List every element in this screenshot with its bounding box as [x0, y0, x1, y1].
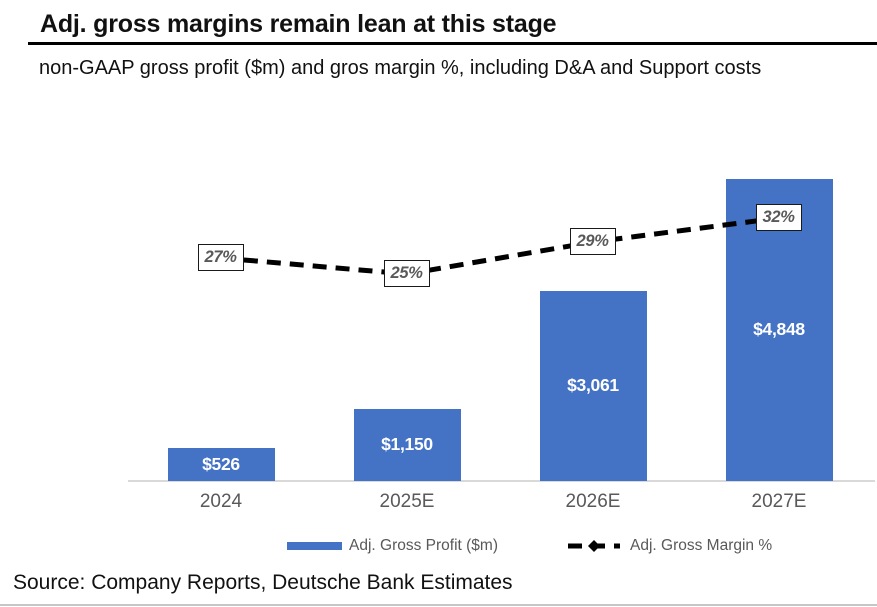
bar-value-label-2026e: $3,061	[567, 375, 619, 396]
margin-label-text: 29%	[576, 232, 609, 250]
bar-2025e: $1,150	[353, 409, 461, 481]
legend-label-gross-margin: Adj. Gross Margin %	[630, 537, 773, 554]
legend-item-gross-margin: Adj. Gross Margin %	[568, 536, 772, 556]
margin-label-2026e: 29%	[569, 228, 616, 255]
bar-2024: $526	[167, 448, 275, 481]
bar-2026e: $3,061	[539, 291, 647, 481]
legend-label-gross-profit: Adj. Gross Profit ($m)	[349, 537, 498, 554]
margin-label-text: 32%	[762, 208, 795, 226]
margin-label-2027e: 32%	[755, 204, 802, 231]
bottom-border	[0, 604, 877, 606]
x-axis-label-2025e: 2025E	[379, 491, 435, 512]
page-subtitle: non-GAAP gross profit ($m) and gros marg…	[39, 57, 762, 79]
bar-value-label-2024: $526	[202, 453, 240, 474]
margin-label-text: 27%	[204, 248, 237, 266]
margin-label-text: 25%	[390, 264, 423, 282]
bar-value-label-2027e: $4,848	[753, 319, 805, 340]
margin-label-2024: 27%	[197, 244, 244, 271]
x-axis-label-2024: 2024	[199, 491, 243, 512]
dashed-line-diamond-icon	[568, 540, 620, 552]
bar-series-swatch-icon	[287, 542, 342, 550]
x-axis-line	[128, 480, 875, 482]
bar-value-label-2025e: $1,150	[381, 434, 433, 455]
x-axis-label-2027e: 2027E	[751, 491, 807, 512]
legend-item-gross-profit: Adj. Gross Profit ($m)	[287, 536, 498, 556]
margin-label-2025e: 25%	[383, 260, 430, 287]
title-underline	[28, 42, 877, 45]
source-note: Source: Company Reports, Deutsche Bank E…	[13, 571, 513, 594]
page-title: Adj. gross margins remain lean at this s…	[40, 10, 557, 38]
x-axis-label-2026e: 2026E	[565, 491, 621, 512]
